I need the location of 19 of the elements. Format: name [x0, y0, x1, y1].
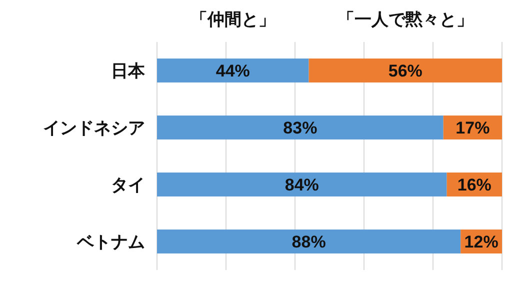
bar	[157, 230, 461, 254]
series-label: 「仲間と」	[190, 10, 276, 30]
data-label: 12%	[464, 232, 498, 252]
bar	[157, 172, 447, 196]
data-label: 44%	[216, 61, 250, 80]
data-label: 16%	[457, 175, 492, 194]
data-label: 84%	[284, 175, 319, 194]
y-tick-label: 日本	[111, 61, 146, 82]
series-label: 「一人で黙々と」	[337, 10, 474, 30]
y-tick-label: ベトナム	[76, 232, 145, 252]
y-tick-label: インドネシア	[43, 118, 145, 138]
data-label: 56%	[388, 61, 422, 80]
y-tick-label: タイ	[111, 175, 145, 196]
data-label: 83%	[283, 118, 318, 138]
bar	[157, 58, 309, 82]
data-label: 88%	[292, 232, 326, 252]
bar	[157, 116, 444, 140]
data-label: 17%	[456, 118, 490, 138]
bar	[308, 58, 502, 82]
